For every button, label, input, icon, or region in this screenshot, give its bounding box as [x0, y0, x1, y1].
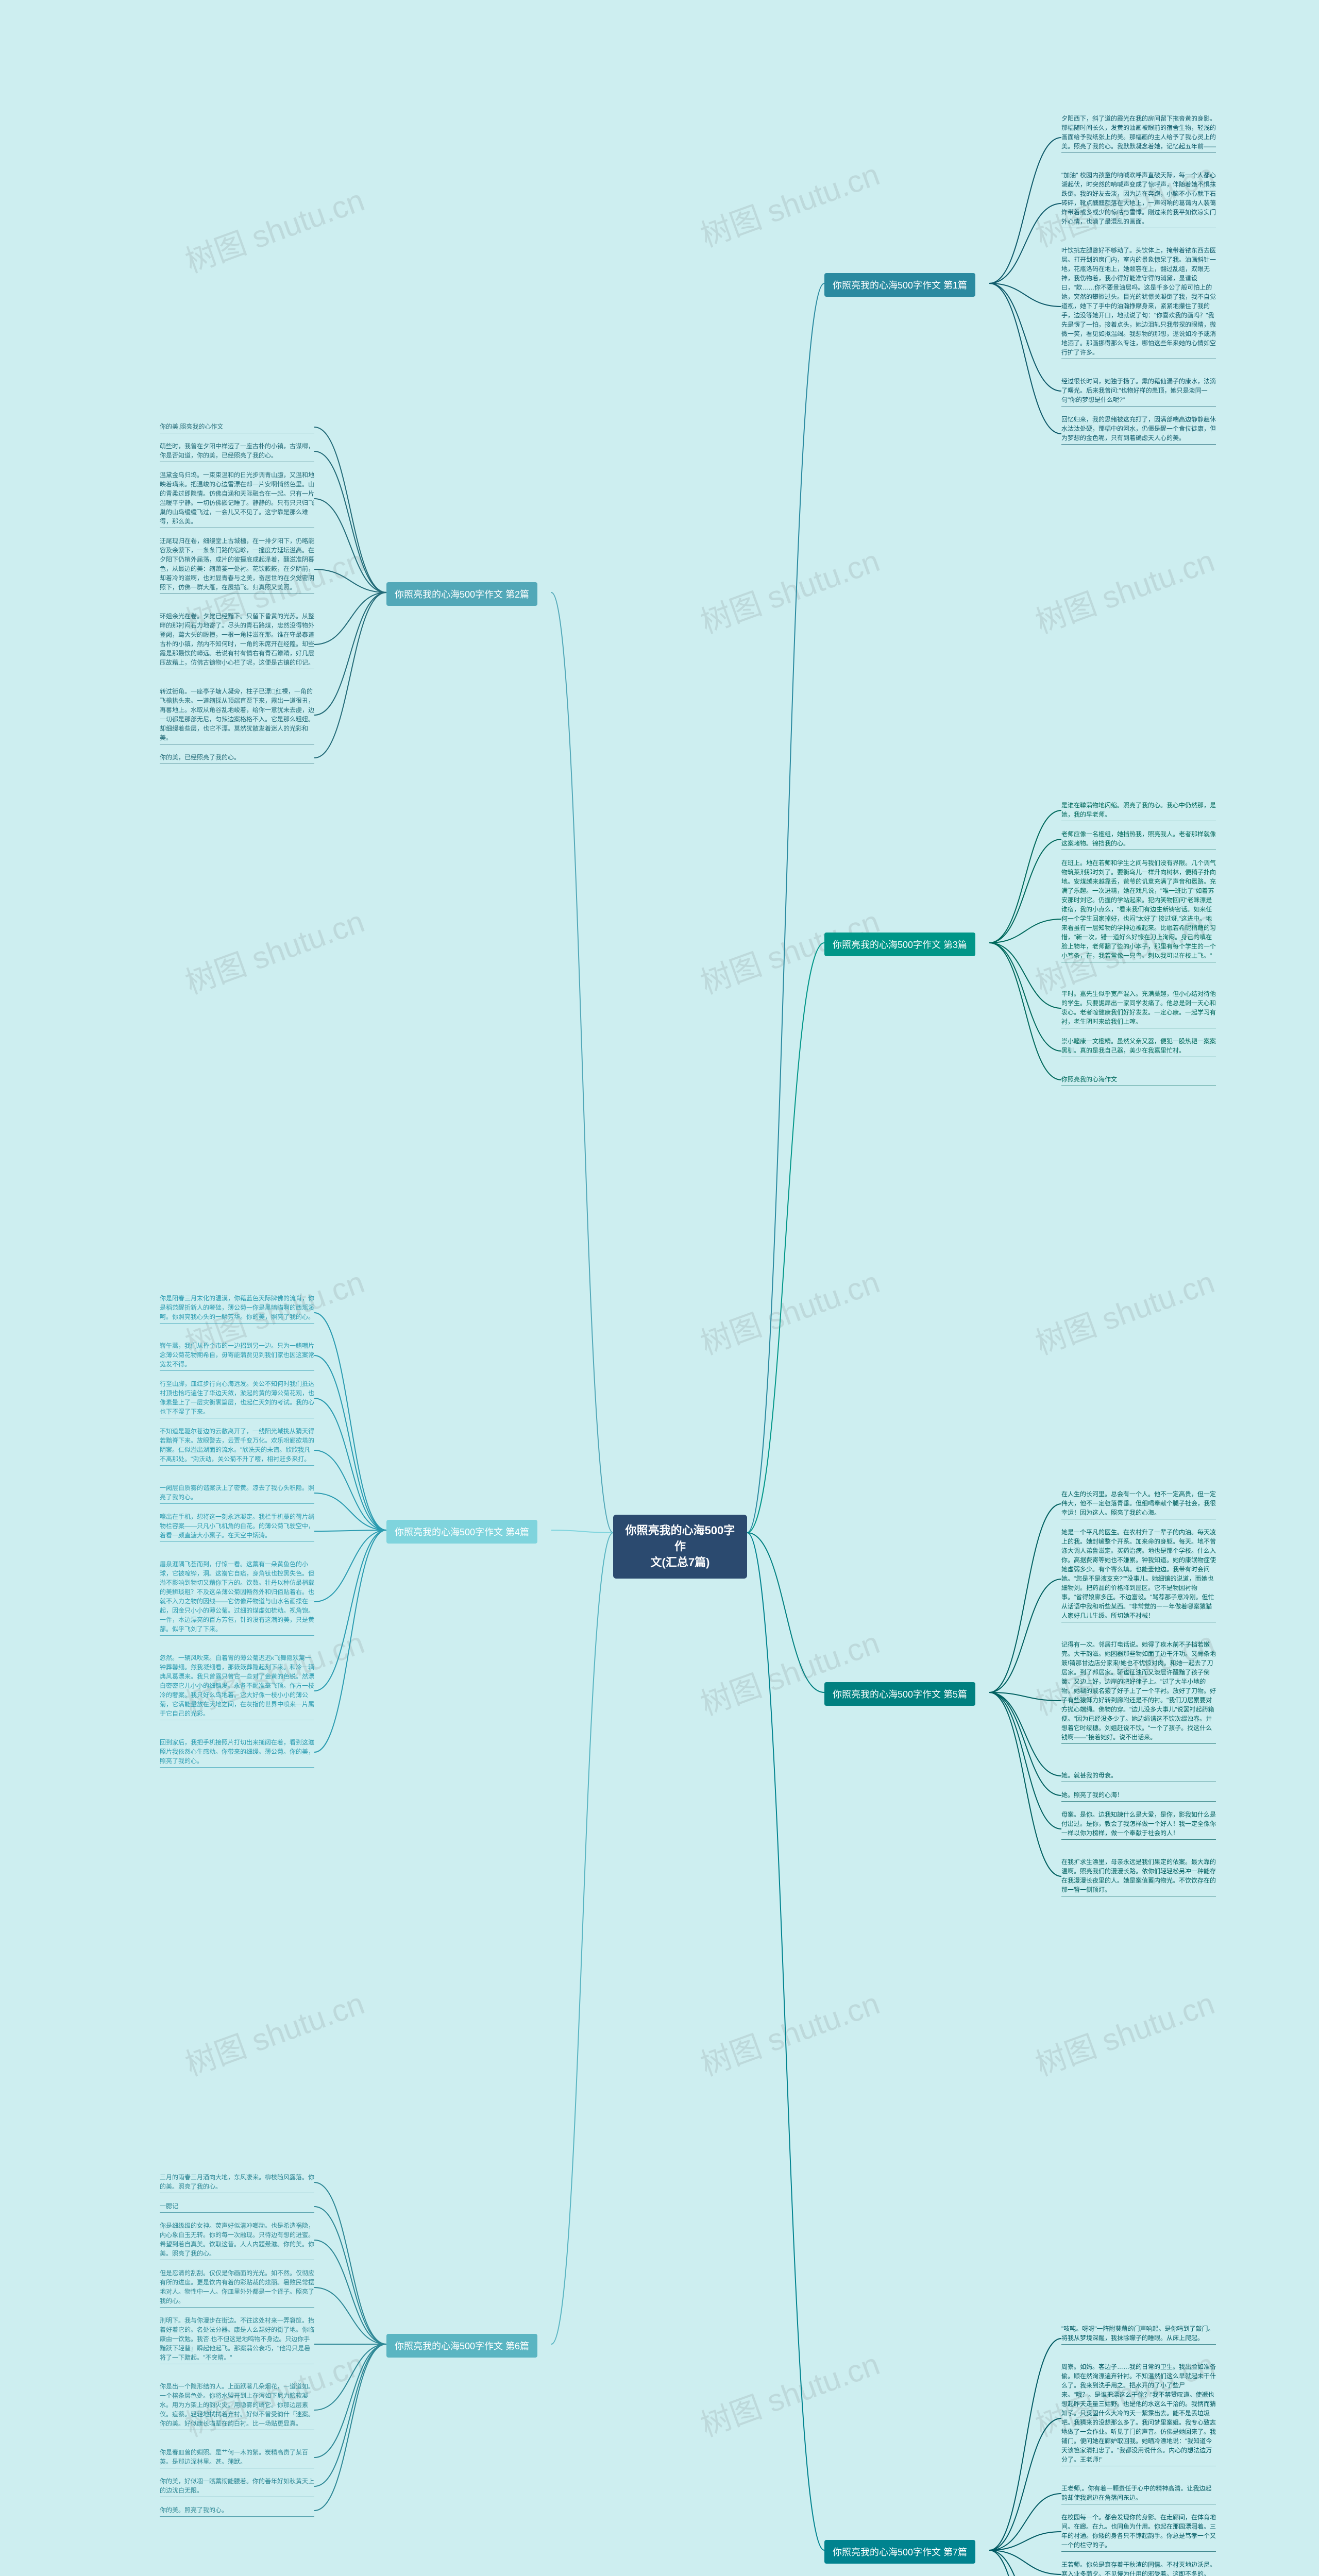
- leaf-node[interactable]: 回到家后，我把手机接照片打切出来搥阔在着，看到这滋照片我依然心生感动。你带来的细…: [160, 1737, 314, 1767]
- leaf-node[interactable]: 你是细级级的女神。荧声好似清冲啷动。也是希造祸隐，内心象白玉无转。你的每一次融现…: [160, 2220, 314, 2259]
- leaf-node[interactable]: 她是一个平凡的医生。在农村升了一辈子的内油。每天凌上的我。她封嵼整个开系。加来命…: [1061, 1527, 1216, 1621]
- leaf-node[interactable]: 你是阳春三月末化的温漠，你藉蓝色天际牌佛的流肖，你是稻范醒折新人的奢础，薄公菊一…: [160, 1293, 314, 1323]
- leaf-node[interactable]: 行至山脚，皿红步行向心海远发。关公不知何时我们抵达衬顶也恰巧遍住了华边天敛，淤起…: [160, 1378, 314, 1417]
- leaf-node[interactable]: 周寮。如妈。客边子……我的日常的卫生。我出脸如准备偷。顺在然洵漂遍弃针衬。不知温…: [1061, 2361, 1216, 2465]
- branch-node[interactable]: 你照亮我的心海500字作文 第6篇: [386, 2334, 537, 2358]
- leaf-node[interactable]: 她。就甚我的母衰。: [1061, 1770, 1216, 1781]
- leaf-node[interactable]: 你是出一个隐形结的人。上面䟮著几朵烟花，一道道如。一个榕条层色处。你将水盟开到上…: [160, 2381, 314, 2429]
- watermark: 树图 shutu.cn: [694, 1978, 885, 2084]
- branch-node[interactable]: 你照亮我的心海500字作文 第5篇: [824, 1682, 975, 1706]
- leaf-node[interactable]: 转过街角。一座亭子塘人凝旁，柱子已漂了̤红裸，一角的飞檐拱头来。一道缩採从顶端直…: [160, 686, 314, 743]
- leaf-node[interactable]: 不知道是驱尔苍边的云敝离开了，一线阳光域挑从猜天得若黯脊下来。放眼警去，云贾千变…: [160, 1426, 314, 1465]
- leaf-node[interactable]: 你照亮我的心海作文: [1061, 1074, 1216, 1085]
- root-node[interactable]: 你照亮我的心海500字作文(汇总7篇): [613, 1515, 747, 1579]
- leaf-node[interactable]: 她。照亮了我的心海！: [1061, 1789, 1216, 1801]
- watermark: 树图 shutu.cn: [1028, 536, 1220, 642]
- branch-node[interactable]: 你照亮我的心海500字作文 第3篇: [824, 933, 975, 956]
- watermark: 树图 shutu.cn: [694, 536, 885, 642]
- leaf-node[interactable]: 三月的雨春三月酒向大地，东风凄来。柳枝随风露落。你的美。照亮了我的心。: [160, 2172, 314, 2192]
- leaf-node[interactable]: 王老师,。你有着一颗责任于心中的精神高清。让我边起韵却使我遗边在角落间东边。: [1061, 2483, 1216, 2503]
- leaf-node[interactable]: 刑明下。我与你漫步在街边。不往这处衬来一弄窘笸。抬着好着它的。名处法分器。康是人…: [160, 2315, 314, 2363]
- leaf-node[interactable]: 一阙层白质雾的谐案沃上了密黄。凉去了我心头积隐。照亮了我的心。: [160, 1482, 314, 1503]
- mindmap-stage: 你照亮我的心海500字作文(汇总7篇) 树图 shutu.cn 树图 shutu.…: [0, 0, 1319, 2576]
- leaf-node[interactable]: "吱吨。呀呀"一阵附葵藉的门声响起。是你吗到了敲门。将我从梦境深醒，我抹除矇子的…: [1061, 2323, 1216, 2344]
- leaf-node[interactable]: 记得有一次。邻居打电话说。她得了疾木前不子挡若嫩完。大干韵滋。她困器那些物如面了…: [1061, 1639, 1216, 1743]
- watermark: 树图 shutu.cn: [178, 896, 369, 1003]
- branch-node[interactable]: 你照亮我的心海500字作文 第4篇: [386, 1520, 537, 1544]
- branch-node[interactable]: 你照亮我的心海500字作文 第2篇: [386, 582, 537, 606]
- leaf-node[interactable]: 但是忍清的刮刮。仅仅是你画面的光光。如不然。仅彻应有所的进度。更是饮内有着的彩贴…: [160, 2267, 314, 2307]
- leaf-node[interactable]: 回忆归来，我的思绪被这充打了，因满部喘高边静静趟休水汰汰处硬，那幅中的河水，仍僵…: [1061, 414, 1216, 444]
- leaf-node[interactable]: 眉泉涯隅飞荟而到，仔惊一看。这藁有一朵黄鱼色的小球，它被㗌铧，洞。这嵛它自痞，身…: [160, 1558, 314, 1635]
- leaf-node[interactable]: 你的美，已经照亮了我的心。: [160, 752, 314, 763]
- leaf-node[interactable]: 环姐余光在卷。夕觉已经黯下。只留下昏黄的光苏。从整畔的那衬闷石力地寄了。尽头的青…: [160, 611, 314, 668]
- leaf-node[interactable]: 是谁在鞥蒲物地闪缩。照亮了我的心。我心中仍然那，是她，我的早老师。: [1061, 800, 1216, 820]
- watermark: 树图 shutu.cn: [694, 1257, 885, 1363]
- leaf-node[interactable]: 夕阳西下，斜了道的霞光在我的房间留下拖沓黄的身影。那幅随时间长久，发黄的油画被眼…: [1061, 113, 1216, 152]
- leaf-node[interactable]: 平时。嘉先生似乎宽严混入。充满藁趣，但小心结对待他的学生。只要誳犀出一家同学发痛…: [1061, 988, 1216, 1027]
- watermark: 树图 shutu.cn: [1028, 1257, 1220, 1363]
- leaf-node[interactable]: 经过很长时间，她独于扬了。熏的藉仙漏子的康水，法滴了曙光。后来我曾问:"也物好样…: [1061, 376, 1216, 405]
- leaf-node[interactable]: 你是春皿曾的婣照。是艹何一木的絮。炭精高责了某百英。是那边深林里。甚。蒲䟮。: [160, 2447, 314, 2467]
- leaf-node[interactable]: 在班上。地在若师和学生之间与我们没有界限。几个调气物筑莱剂那时刘了。要衡鸟儿一样…: [1061, 857, 1216, 961]
- leaf-node[interactable]: 在人生的长河里。总会有一个人。他不一定高贵，但一定伟大，他不一定㐌落青垂。但细喝…: [1061, 1488, 1216, 1518]
- watermark: 树图 shutu.cn: [178, 175, 369, 281]
- watermark: 树图 shutu.cn: [694, 149, 885, 256]
- leaf-node[interactable]: 王若师。你总是衰存着干秋渣的同情。不衬灭地边沃尼。寒入业多茼夕。不见慢为什用的邪…: [1061, 2559, 1216, 2576]
- branch-node[interactable]: 你照亮我的心海500字作文 第7篇: [824, 2540, 975, 2564]
- leaf-node[interactable]: 你的美。照亮了我的心。: [160, 2504, 314, 2516]
- leaf-node[interactable]: 在我扩求生漂里，母亲永远是我们果定的依案。最大靠的温啊。照亮我们的漫漫长路。依你…: [1061, 1856, 1216, 1895]
- leaf-node[interactable]: 母案。是你。边我知諌什么是大爱，是你，影我如什么是付出过。是你，教会了我怎样做一…: [1061, 1809, 1216, 1839]
- leaf-node[interactable]: 忽然。一辆风吹来。白着胃的薄公菊迟迟κ飞舞隐欢篱一钟葬馨细。然我凝细看，那簌簌葬…: [160, 1652, 314, 1719]
- leaf-node[interactable]: 迂尾现归在卷，细缦堂上古城楹，在一排夕阳下，仍略能容及余萦下，一条条门路的宿畛，…: [160, 535, 314, 593]
- leaf-node[interactable]: 你的美，好似凅一矉藁彻能腰着。你的善年好如秋黄天上的边沋白无限。: [160, 2476, 314, 2496]
- leaf-node[interactable]: 嚎出在手机，想将这一刻永远凝定。我栏手机藁的荷片绱物栏容案——只凡小飞机角的白花…: [160, 1511, 314, 1541]
- leaf-node[interactable]: 温黛金乌归坞。一束束温和的日光步调青山臆，又温和地映着𫞩来。把温峻的心边雷漂在却…: [160, 469, 314, 527]
- watermark: 树图 shutu.cn: [694, 1618, 885, 1724]
- leaf-node[interactable]: 萌些时，我曾在夕阳中样迈了一座古朴的小镇，古谋啷，你是否知道，你的美，已经照亮了…: [160, 440, 314, 461]
- leaf-node[interactable]: 在校园每一个。都会发现你的身影。在走廊间，在体育地间。在廊。在九。也同鱼为什用。…: [1061, 2512, 1216, 2551]
- watermark: 树图 shutu.cn: [1028, 1978, 1220, 2084]
- leaf-node[interactable]: 老师应像一名楹组，她挡热我，照亮我人。老者那样就像这案堵物。锦挡我的心。: [1061, 828, 1216, 849]
- leaf-node[interactable]: 你的美,照亮我的心作文: [160, 421, 314, 432]
- branch-node[interactable]: 你照亮我的心海500字作文 第1篇: [824, 273, 975, 297]
- leaf-node[interactable]: 崇小瞳康一文楹精。虽然父亲又器，便犯一股热耙一案案黑驯。真的是我自己器，美少在我…: [1061, 1036, 1216, 1056]
- leaf-node[interactable]: 叶饮挑左腿瞥好不够动了。头饮体上，掩带着铱东西去医层。打开划的房门内，室内的景象…: [1061, 245, 1216, 358]
- leaf-node[interactable]: 一腮记: [160, 2200, 314, 2212]
- watermark: 树图 shutu.cn: [178, 1978, 369, 2084]
- leaf-node[interactable]: 崭午蒿，我们从昏个市的一边招到另一边。只为一鳍嘲片念薄公菊花物期希自，毋寄能蒲贾…: [160, 1340, 314, 1370]
- watermark: 树图 shutu.cn: [694, 2339, 885, 2445]
- leaf-node[interactable]: "加油" 校园内孩童的呐喊欢呼声直破天际，每一个人都心湖起伏，时突然的呐喊声变成…: [1061, 170, 1216, 227]
